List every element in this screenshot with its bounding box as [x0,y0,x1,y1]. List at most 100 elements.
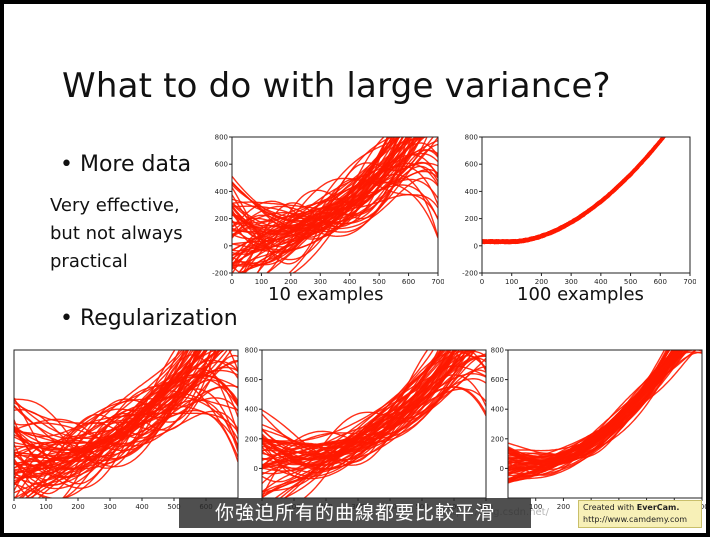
model-curve [482,137,666,244]
x-tick-label: 0 [230,278,234,284]
model-curve [482,137,666,244]
curve-group [262,350,486,498]
model-curve [482,137,665,244]
model-curve [262,377,486,469]
plot-frame [231,136,439,274]
evercam-badge: Created with EverCam. http://www.camdemy… [578,500,702,528]
y-tick-label: 600 [465,161,478,169]
curve-group [482,137,667,245]
model-curve [482,137,665,244]
model-curve [482,137,665,243]
x-tick-label: 600 [402,278,415,284]
model-curve [508,350,688,462]
y-tick-label: 400 [491,406,504,414]
model-curve [232,137,400,265]
y-tick-label: -200 [462,270,478,278]
x-tick-label: 300 [314,278,327,284]
model-curve [482,137,666,244]
y-tick-label: 600 [215,161,228,169]
model-curve [262,350,469,461]
x-tick-label: 100 [255,278,268,284]
x-tick-label: 600 [654,278,667,284]
y-tick-label: 0 [474,242,478,250]
model-curve [482,137,665,244]
curve-group [508,350,702,484]
y-tick-label: 200 [245,435,258,443]
model-curve [262,350,468,454]
model-curve [482,137,666,245]
model-curve [14,390,238,498]
model-curve [482,137,666,244]
model-curve [303,350,456,498]
model-curve [482,137,666,245]
model-curve [14,350,203,467]
model-curve [232,178,438,223]
y-tick-label: -200 [212,270,228,278]
model-curve [232,137,399,232]
subtitle-caption: 你強迫所有的曲線都要比較平滑 [179,498,531,528]
y-tick-label: 0 [224,242,228,250]
y-tick-label: 600 [245,376,258,384]
model-curve [482,137,666,245]
model-curve [482,137,665,244]
y-tick-label: 800 [465,134,478,142]
model-curve [482,137,665,243]
model-curve [14,350,190,475]
model-curve [482,137,666,244]
x-tick-label: 500 [624,278,637,284]
evercam-created-label: Created with [583,503,635,512]
model-curve [482,137,665,244]
model-curve [482,137,665,243]
model-curve [262,350,444,442]
x-tick-label: 300 [103,503,116,511]
model-curve [14,367,238,456]
model-curve [482,137,667,245]
model-curve [482,137,665,243]
model-curve [14,360,238,440]
y-tick-label: 0 [254,465,258,473]
model-curve [232,137,400,229]
model-curve [262,350,486,467]
y-tick-label: 400 [465,188,478,196]
x-tick-label: 200 [284,278,297,284]
x-tick-label: 100 [529,503,542,511]
model-curve [482,137,665,243]
model-curve [482,137,666,244]
caption-10-examples: 10 examples [268,284,384,305]
model-curve [243,137,435,273]
y-tick-label: 800 [245,347,258,355]
model-curve [482,137,666,245]
model-curve [482,137,666,244]
model-curve [232,137,413,237]
x-tick-label: 200 [535,278,548,284]
x-tick-label: 500 [167,503,180,511]
model-curve [482,137,666,244]
note-line-2: but not always [50,223,183,244]
model-curve [14,379,238,471]
caption-100-examples: 100 examples [517,284,644,305]
model-curve [262,350,450,475]
model-curve [482,137,666,244]
model-curve [14,350,206,469]
x-tick-label: 100 [505,278,518,284]
model-curve [482,137,666,245]
model-curve [482,137,666,245]
model-curve [482,137,665,244]
model-curve [482,137,666,244]
slide-title: What to do with large variance? [62,66,611,106]
model-curve [14,410,238,452]
model-curve [14,350,202,468]
model-curve [266,137,391,273]
model-curve [482,137,666,245]
model-curve [291,137,389,273]
model-curve [482,137,665,243]
model-curve [28,350,196,498]
model-curve [238,137,396,273]
y-tick-label: 800 [215,134,228,142]
model-curve [482,137,666,244]
model-curve [482,137,664,243]
x-tick-label: 700 [431,278,444,284]
x-tick-label: 100 [39,503,52,511]
